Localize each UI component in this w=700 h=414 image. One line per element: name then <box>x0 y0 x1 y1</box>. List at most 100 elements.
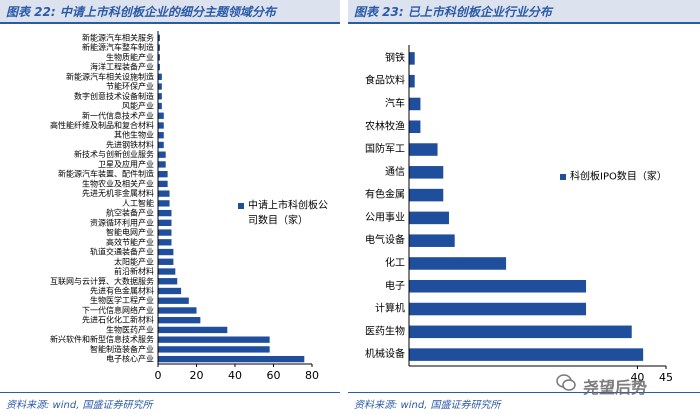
left-bar <box>158 63 160 71</box>
left-category-label: 其他生物业 <box>114 130 154 140</box>
left-category-label: 智能电网产业 <box>106 227 154 237</box>
left-bar <box>158 73 162 80</box>
right-x-tick-label: 40 <box>630 371 644 384</box>
left-bar <box>158 161 166 168</box>
left-title-bar: 图表 22: 中请上市科创板企业的细分主题领域分布 <box>0 0 340 24</box>
left-bar <box>158 180 168 188</box>
left-bar <box>158 239 172 246</box>
right-category-label: 机械设备 <box>365 347 405 360</box>
left-legend-label: 中请上市科创板公 <box>248 199 328 212</box>
right-category-label: 电气设备 <box>365 233 405 246</box>
right-title-bar: 图表 23: 已上市科创板企业行业分布 <box>348 0 700 24</box>
left-category-label: 电子核心产业 <box>106 354 154 364</box>
left-x-tick-label: 40 <box>228 369 242 382</box>
left-bar <box>158 93 162 100</box>
right-bar <box>409 211 449 225</box>
left-bar <box>158 307 197 314</box>
left-bar <box>158 229 172 236</box>
left-category-label: 智能制造装备产业 <box>90 344 154 354</box>
left-bar <box>158 151 166 158</box>
left-x-tick-label: 60 <box>267 369 281 382</box>
left-bar <box>158 278 178 285</box>
right-bar <box>409 143 438 156</box>
left-category-label: 高性能纤维及制品和复合材料 <box>50 120 154 130</box>
right-category-label: 国防军工 <box>365 142 405 155</box>
left-category-label: 生物质能产业 <box>106 52 154 62</box>
left-category-label: 生物农业及相关产业 <box>82 178 154 188</box>
left-x-tick-label: 20 <box>190 369 204 382</box>
left-category-label: 互联网与云计算、大数据服务 <box>50 276 154 286</box>
left-bar-chart: 新能源汽车相关服务新能源汽车整车制造生物质能产业海洋工程装备产业新能源汽车相关设… <box>50 31 328 382</box>
left-bar <box>158 336 270 343</box>
left-category-label: 新技术与创新创业服务 <box>74 149 154 159</box>
right-category-label: 计算机 <box>375 302 405 315</box>
right-bar-chart: 钢铁食品饮料汽车农林牧渔国防军工通信有色金属公用事业电气设备化工电子计算机医药生… <box>365 45 673 384</box>
left-category-label: 新能源汽车相关服务 <box>82 32 154 42</box>
left-bar <box>158 34 160 42</box>
right-category-label: 电子 <box>385 279 405 292</box>
left-bar <box>158 297 189 304</box>
left-category-label: 节能环保产业 <box>106 81 154 91</box>
left-bar <box>158 170 168 178</box>
left-bar <box>158 83 162 90</box>
left-category-label: 高效节能产业 <box>106 237 154 247</box>
left-category-label: 生物医药产业 <box>106 324 154 334</box>
left-bar <box>158 209 172 217</box>
right-bar <box>409 302 587 316</box>
left-category-label: 先进有色金属材料 <box>90 285 154 295</box>
left-bar <box>158 54 160 61</box>
right-bar <box>409 97 421 111</box>
left-bar <box>158 44 160 51</box>
left-category-label: 轨道交通装备产业 <box>90 247 154 257</box>
wechat-logo-icon <box>556 374 576 391</box>
left-bar <box>158 190 170 197</box>
left-bar <box>158 268 176 275</box>
left-bar <box>158 258 174 265</box>
left-category-label: 新一代信息技术产业 <box>82 110 154 120</box>
left-category-label: 资源循环利用产业 <box>90 217 154 227</box>
left-source-note: 资料来源: wind, 国盛证券研究所 <box>6 400 153 411</box>
right-bar <box>409 325 632 339</box>
left-category-label: 人工智能 <box>122 198 154 208</box>
right-category-label: 钢铁 <box>385 51 405 64</box>
left-category-label: 先进石化化工新材料 <box>82 315 154 325</box>
left-bar <box>158 102 162 110</box>
left-x-tick-label: 80 <box>305 369 319 382</box>
left-x-tick-label: 0 <box>155 369 162 382</box>
right-chart-panel: 图表 23: 已上市科创板企业行业分布 钢铁 食品饮料 汽车 农林牧渔 国防军工 通信 有色… <box>348 0 700 414</box>
left-bar <box>158 200 170 207</box>
right-source-note: 资料来源: wind, 国盛证券研究所 <box>354 400 501 411</box>
right-bar <box>409 257 507 270</box>
left-category-label: 新能源汽车相关设施制造 <box>66 71 154 81</box>
left-category-label: 新能源汽车装置、配件制造 <box>58 169 154 179</box>
left-category-label: 卫星及应用产业 <box>98 159 154 169</box>
watermark-text: 尧望后势 <box>583 378 648 397</box>
left-category-label: 海洋工程装备产业 <box>90 62 154 72</box>
right-bar <box>409 348 644 361</box>
left-bar <box>158 317 201 324</box>
left-category-label: 数字创意技术设备制造 <box>74 91 154 101</box>
right-bar <box>409 74 415 88</box>
right-bar <box>409 234 455 247</box>
right-bar <box>409 279 587 293</box>
right-figure-title: 图表 23: 已上市科创板企业行业分布 <box>354 5 552 19</box>
right-category-label: 有色金属 <box>365 188 405 201</box>
left-figure-title: 图表 22: 中请上市科创板企业的细分主题领域分布 <box>6 5 276 19</box>
right-category-label: 农林牧渔 <box>365 119 405 132</box>
left-category-label: 前沿新材料 <box>114 266 154 276</box>
right-bar <box>409 166 444 179</box>
left-bar <box>158 326 228 334</box>
left-category-label: 航空装备产业 <box>106 208 154 218</box>
left-category-label: 生物医学工程产业 <box>90 295 154 305</box>
right-category-label: 医药生物 <box>365 324 405 337</box>
right-bar <box>409 120 421 134</box>
right-category-label: 通信 <box>385 166 405 178</box>
right-footer-line <box>348 392 700 393</box>
left-bar <box>158 112 164 119</box>
left-bar <box>158 248 174 256</box>
left-bar <box>158 122 164 129</box>
right-category-label: 化工 <box>385 256 405 269</box>
left-category-label: 先进无机非金属材料 <box>82 188 154 198</box>
right-category-label: 食品饮料 <box>365 74 405 87</box>
left-bar <box>158 346 270 353</box>
